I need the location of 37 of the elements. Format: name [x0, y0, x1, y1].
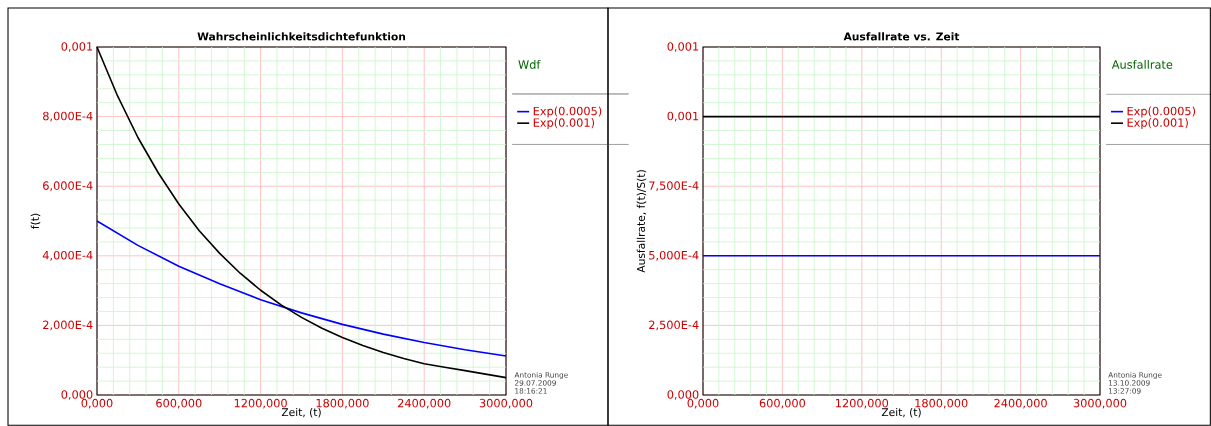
x-axis-title: Zeit, (t): [881, 407, 921, 418]
y-tick-label: 2,500E-4: [649, 320, 699, 331]
legend-title: Wdf: [518, 60, 541, 69]
y-tick-label: 6,000E-4: [43, 181, 93, 192]
y-tick-label: 8,000E-4: [43, 111, 93, 122]
legend-label: Exp(0.0005): [1127, 106, 1196, 118]
y-tick-label: 0,000: [667, 390, 699, 400]
x-tick-label: 1200,000: [836, 398, 889, 409]
y-tick-label: 5,000E-4: [649, 250, 699, 261]
x-tick-label: 600,000: [156, 398, 202, 409]
x-tick-label: 1800,000: [915, 398, 968, 409]
y-tick-label: 0,001: [667, 111, 699, 122]
x-tick-label: 0,000: [81, 398, 113, 409]
x-tick-label: 2400,000: [398, 398, 451, 409]
legend-label: Exp(0.0005): [533, 106, 602, 118]
y-tick-label: 2,000E-4: [43, 320, 93, 331]
y-tick-label: 0,001: [667, 42, 699, 52]
line-series: [96, 220, 507, 357]
y-tick-label: 4,000E-4: [42, 250, 93, 261]
x-tick-label: 1200,000: [234, 398, 287, 409]
x-tick-label: 3000,000: [479, 398, 533, 409]
x-tick-label: 600,000: [759, 398, 806, 409]
y-tick-label: 0,000: [61, 390, 93, 400]
x-tick-label: 0,000: [687, 398, 719, 409]
y-axis-title: Ausfallrate, f(t)/S(t): [636, 170, 647, 273]
chart-title: Ausfallrate vs. Zeit: [843, 32, 960, 41]
chart-title: Wahrscheinlichkeitsdichtefunktion: [197, 32, 406, 41]
y-axis-title: f(t): [30, 213, 41, 229]
x-tick-label: 3000,000: [1073, 398, 1127, 409]
legend-label: Exp(0.001): [533, 118, 595, 130]
x-axis-title: Zeit, (t): [281, 407, 321, 418]
legend-title: Ausfallrate: [1111, 60, 1173, 69]
x-tick-label: 2400,000: [994, 398, 1047, 409]
y-tick-label: 7,500E-4: [649, 181, 699, 192]
x-tick-label: 1800,000: [316, 398, 369, 409]
legend-label: Exp(0.001): [1127, 118, 1188, 130]
y-tick-label: 0,001: [61, 42, 93, 52]
